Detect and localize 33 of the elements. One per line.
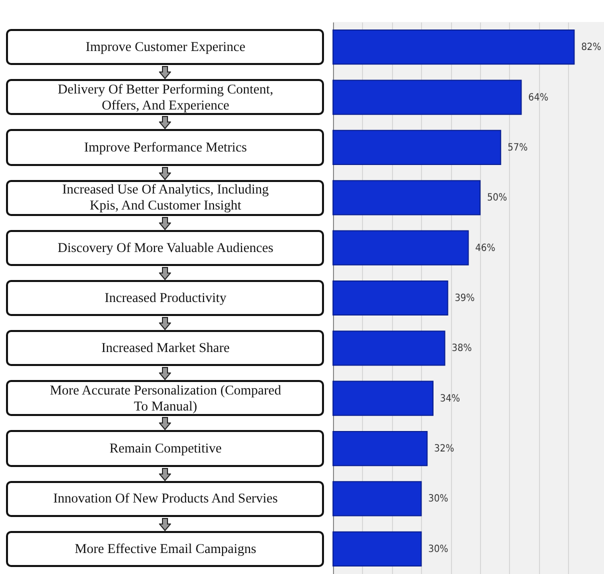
y-tick-label: Increased Market Share (101, 340, 230, 356)
bar (332, 30, 575, 65)
data-label: 38% (452, 343, 472, 354)
y-tick-label: Innovation Of New Products And Servies (53, 490, 278, 506)
data-label: 82% (581, 42, 602, 54)
bar (332, 230, 469, 266)
bar (332, 180, 481, 216)
y-tick-label: More Effective Email Campaigns (74, 540, 256, 556)
data-label: 46% (475, 242, 496, 254)
bar (332, 330, 446, 366)
y-tick-label: Delivery Of Better Performing Content, Offers, And Experience (58, 81, 274, 112)
y-tick-label: Improve Performance Metrics (84, 139, 247, 154)
data-label: 39% (454, 293, 476, 304)
y-tick-label: Discovery Of More Valuable Audiences (58, 240, 274, 255)
bar (332, 380, 434, 416)
data-label: 34% (440, 393, 460, 404)
bar (332, 531, 422, 566)
data-label: 30% (428, 494, 449, 505)
data-label: 64% (528, 92, 549, 104)
data-label: 30% (428, 544, 449, 555)
bar (332, 481, 422, 516)
bar (332, 280, 448, 316)
y-tick-label: More Accurate Personalization (Compared To Manual) (50, 382, 282, 414)
y-tick-label: Increased Use Of Analytics, Including Kpis, And Customer Insight (62, 182, 270, 213)
data-label: 32% (434, 444, 455, 455)
y-tick-label: Improve Customer Experince (86, 39, 246, 54)
bar (332, 430, 428, 466)
data-label: 50% (487, 192, 508, 204)
y-tick-label: Remain Competitive (109, 440, 222, 456)
bar (332, 80, 522, 115)
bar (332, 130, 502, 166)
data-label: 57% (508, 142, 528, 154)
y-tick-label: Increased Productivity (104, 290, 227, 305)
